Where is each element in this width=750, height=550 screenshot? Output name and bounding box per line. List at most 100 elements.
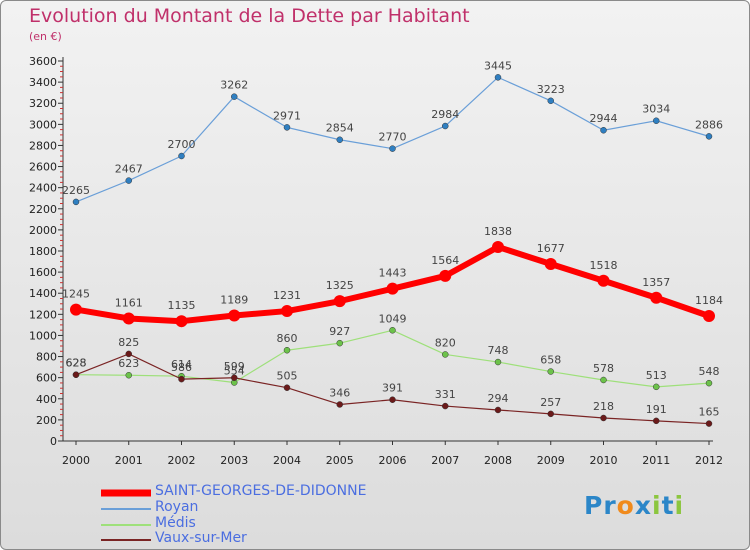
data-label: 1838 <box>484 225 512 238</box>
data-label: 1518 <box>590 259 618 272</box>
data-point <box>597 274 610 287</box>
data-point <box>600 126 607 134</box>
logo-letter: i <box>674 491 685 520</box>
y-tick-label: 600 <box>36 372 57 385</box>
data-point <box>125 371 132 379</box>
data-label: 1443 <box>379 267 407 280</box>
x-tick-label: 2007 <box>431 454 459 467</box>
data-point <box>228 309 241 322</box>
data-label: 165 <box>699 406 720 419</box>
y-tick-label: 2000 <box>29 224 57 237</box>
data-point <box>439 269 452 282</box>
y-tick-label: 1600 <box>29 266 57 279</box>
y-tick-label: 3200 <box>29 97 57 110</box>
data-label: 1184 <box>695 294 723 307</box>
y-tick-label: 1000 <box>29 329 57 342</box>
data-label: 1325 <box>326 279 354 292</box>
data-point <box>494 406 502 414</box>
x-tick-label: 2006 <box>379 454 407 467</box>
data-label: 825 <box>118 336 139 349</box>
data-label: 1161 <box>115 296 143 309</box>
data-label: 2467 <box>115 163 143 176</box>
series-m-dis: 628 623 614 554 860 927 1049 820 748 658 578 513 548 <box>66 312 720 391</box>
data-point <box>494 74 502 81</box>
data-label: 218 <box>593 400 614 413</box>
data-point <box>653 383 660 391</box>
data-point <box>281 305 293 318</box>
data-label: 1245 <box>62 288 90 301</box>
data-label: 554 <box>224 365 245 378</box>
data-label: 3034 <box>642 103 670 116</box>
y-tick-label: 0 <box>50 435 57 448</box>
series-vaux-sur-mer: 628 825 586 599 505 346 391 331 294 257 218 191 165 <box>66 336 720 427</box>
data-label: 513 <box>646 369 667 382</box>
logo-letter: t <box>661 491 675 520</box>
data-point <box>705 420 713 427</box>
data-point <box>547 368 554 375</box>
data-point <box>125 350 132 358</box>
data-label: 623 <box>118 357 139 370</box>
x-tick-label: 2008 <box>484 454 512 467</box>
data-point <box>122 312 135 325</box>
proxiti-logo: Proxiti <box>584 491 684 520</box>
data-point <box>492 240 504 253</box>
data-label: 391 <box>382 382 403 395</box>
y-tick-label: 1800 <box>29 245 57 258</box>
y-tick-label: 200 <box>36 414 57 427</box>
data-label: 2984 <box>431 108 459 121</box>
logo-letter: o <box>616 491 635 520</box>
legend-label: Médis <box>155 515 196 531</box>
data-label: 614 <box>171 358 192 371</box>
data-point <box>653 417 660 425</box>
data-point <box>600 376 607 384</box>
data-label: 599 <box>224 360 245 373</box>
data-label: 628 <box>66 357 87 370</box>
data-point <box>389 396 396 403</box>
y-tick-label: 2400 <box>29 182 57 195</box>
data-label: 586 <box>171 361 192 374</box>
data-label: 294 <box>488 392 509 405</box>
data-point <box>705 379 713 387</box>
data-point <box>178 152 185 160</box>
data-point <box>705 133 713 140</box>
chart-subtitle: (en €) <box>29 30 62 43</box>
data-point <box>283 384 291 391</box>
data-label: 658 <box>540 354 561 367</box>
logo-letter: x <box>634 491 652 520</box>
x-tick-label: 2009 <box>537 454 565 467</box>
legend-label: Vaux-sur-Mer <box>155 530 247 546</box>
data-label: 2770 <box>379 131 407 144</box>
data-label: 820 <box>435 336 456 349</box>
x-tick-label: 2011 <box>642 454 670 467</box>
data-label: 2971 <box>273 109 301 122</box>
data-label: 3223 <box>537 83 565 96</box>
data-label: 2265 <box>62 184 90 197</box>
y-tick-label: 2800 <box>29 139 57 152</box>
x-tick-label: 2001 <box>115 454 143 467</box>
data-point <box>442 122 449 130</box>
data-point <box>442 402 449 410</box>
data-label: 1357 <box>642 276 670 289</box>
x-tick-label: 2010 <box>590 454 618 467</box>
data-point <box>389 327 396 334</box>
data-label: 2700 <box>168 138 196 151</box>
data-point <box>494 358 502 366</box>
data-point <box>389 145 396 152</box>
data-point <box>283 346 291 354</box>
data-label: 1231 <box>273 289 301 302</box>
y-tick-label: 3400 <box>29 76 57 89</box>
logo-letter: i <box>652 491 662 520</box>
data-label: 548 <box>699 365 720 378</box>
data-point <box>336 401 343 408</box>
data-label: 257 <box>540 396 561 409</box>
data-label: 578 <box>593 362 614 375</box>
data-label: 191 <box>646 403 667 416</box>
legend-label: Royan <box>155 499 199 515</box>
x-tick-label: 2002 <box>168 454 196 467</box>
data-point <box>72 198 80 206</box>
data-label: 860 <box>277 332 298 345</box>
data-label: 927 <box>329 325 350 338</box>
x-tick-label: 2005 <box>326 454 354 467</box>
data-label: 628 <box>66 357 87 370</box>
data-point <box>70 303 82 316</box>
